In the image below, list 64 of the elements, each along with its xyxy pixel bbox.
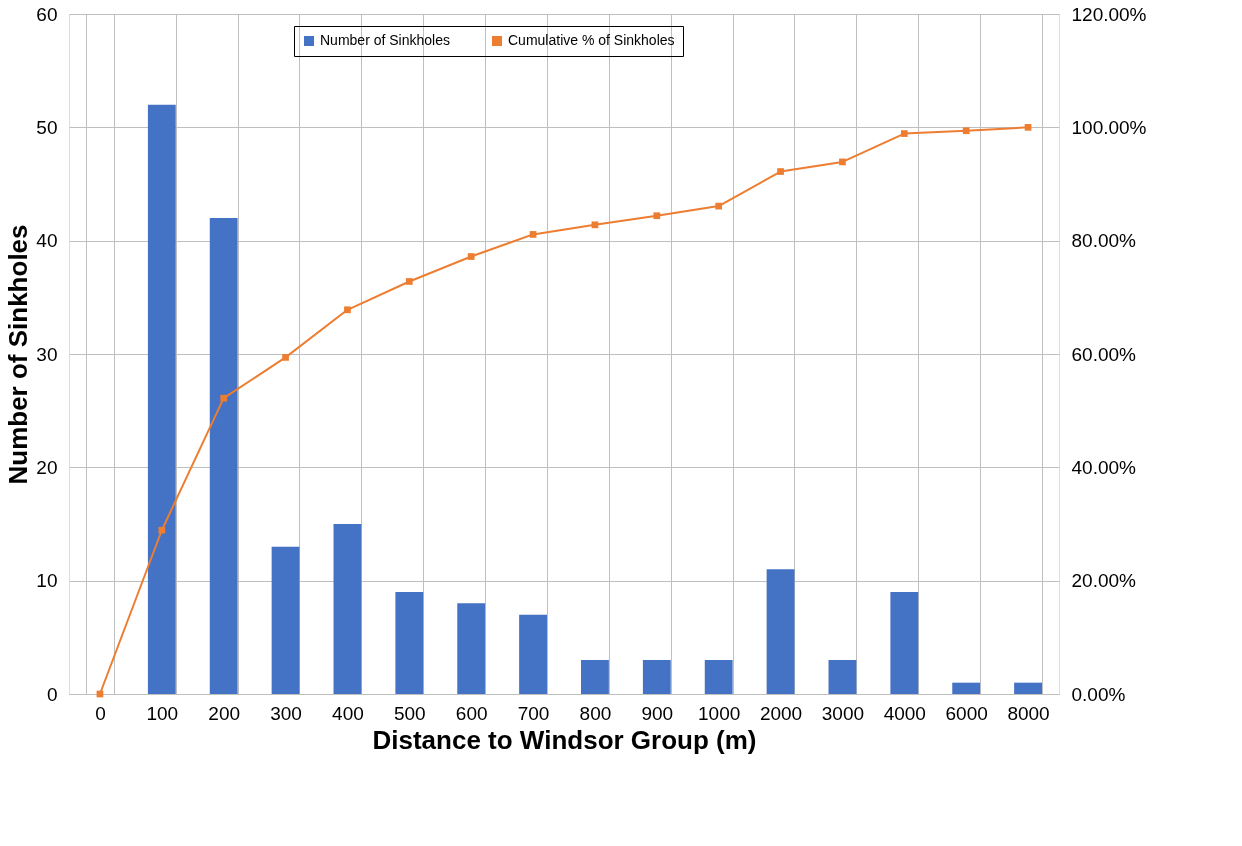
bar [147,104,176,694]
point [405,278,413,285]
bar [642,660,671,694]
bar [395,592,424,694]
x-axis-title: Distance to Windsor Group (m) [372,724,757,755]
point [777,168,784,175]
y2-tick-label: 60.00% [1071,343,1137,365]
point [282,354,289,361]
point [529,231,537,238]
y-axis-title: Number of Sinkholes [3,224,34,485]
point [962,127,970,135]
bar [828,660,857,694]
point [344,306,351,314]
point [839,158,846,166]
y-tick-label: 10 [36,570,58,592]
x-tick-label: 600 [455,702,488,724]
y-tick-label: 50 [36,116,58,138]
x-tick-label: 6000 [945,702,988,724]
x-tick-label: 900 [641,702,674,724]
x-tick-label: 700 [517,702,550,724]
x-tick-label: 8000 [1007,702,1050,724]
point [158,526,166,534]
y-tick-label: 0 [46,683,58,705]
bar [766,569,795,694]
y2-tick-label: 120.00% [1071,3,1147,25]
legend-label: Number of Sinkholes [320,32,450,48]
bar [271,546,300,694]
y2-tick-label: 80.00% [1071,230,1137,252]
x-tick-label: 300 [270,702,302,724]
bar [581,660,609,694]
point [653,212,661,220]
y2-tick-label: 40.00% [1071,456,1137,478]
x-tick-label: 400 [332,702,364,724]
x-tick-label: 2000 [759,702,803,724]
x-tick-label: 1000 [698,702,741,724]
x-tick-label: 4000 [883,702,926,724]
bar [1014,682,1042,694]
point [591,221,599,229]
x-tick-label: 200 [208,702,241,724]
bar [704,660,733,694]
bar [209,218,238,694]
x-tick-label: 3000 [821,702,865,724]
y-tick-label: 30 [36,343,58,365]
y-tick-label: 20 [36,456,58,478]
y2-tick-label: 20.00% [1071,570,1137,592]
point [220,394,228,402]
y-tick-label: 40 [36,230,58,252]
y2-tick-label: 100.00% [1071,116,1147,138]
bar [519,614,547,694]
y2-tick-label: 0.00% [1071,683,1126,705]
x-tick-label: 800 [579,702,612,724]
y-tick-label: 60 [36,3,58,25]
x-tick-label: 0 [95,702,106,724]
bar [333,524,362,694]
point [467,253,475,260]
x-tick-label: 100 [146,702,179,724]
point [1024,123,1032,131]
bar [457,603,486,694]
bar [952,682,981,694]
x-tick-label: 500 [393,702,426,724]
point [715,202,723,210]
legend-label: Cumulative % of Sinkholes [508,32,675,48]
point [900,130,908,137]
bar [890,592,919,694]
